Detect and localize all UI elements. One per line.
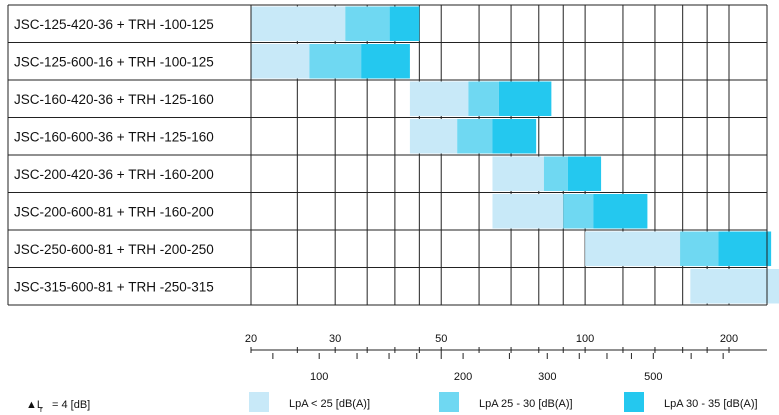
legend-label: LpA 30 - 35 [dB(A)] <box>664 398 758 410</box>
note-subscript: r <box>40 405 43 414</box>
tick-label: 100 <box>310 371 328 383</box>
row-label: JSC-125-420-36 + TRH -100-125 <box>14 17 214 32</box>
bar-segment <box>593 194 648 229</box>
bar-segment <box>345 6 390 41</box>
bar-segment <box>543 156 568 191</box>
row-label: JSC-160-420-36 + TRH -125-160 <box>14 92 214 107</box>
attenuation-note: ▲L r = 4 [dB] <box>26 399 90 414</box>
note-value: = 4 [dB] <box>52 399 90 411</box>
tick-label: 200 <box>454 371 472 383</box>
legend-item: LpA 25 - 30 [dB(A)] <box>439 392 573 412</box>
note-symbol: ▲L <box>26 399 43 411</box>
bar-segment <box>690 269 779 304</box>
bar-segment <box>563 194 594 229</box>
axis-bottom: 100 200 300 500 <box>272 353 724 383</box>
legend-label: LpA < 25 [dB(A)] <box>289 398 370 410</box>
row-labels: JSC-125-420-36 + TRH -100-125 JSC-125-600… <box>14 17 214 295</box>
bar-segment <box>457 119 493 154</box>
row-label: JSC-315-600-81 + TRH -250-315 <box>14 279 214 294</box>
bar-segment <box>409 81 469 116</box>
tick-label: 200 <box>720 333 738 345</box>
row-label: JSC-250-600-81 + TRH -200-250 <box>14 242 214 257</box>
bar-segment <box>492 194 564 229</box>
bar-segment <box>492 119 537 154</box>
bar-segment <box>718 231 772 266</box>
bar-segment <box>567 156 602 191</box>
tick-label: 30 <box>329 333 341 345</box>
row-label: JSC-160-600-36 + TRH -125-160 <box>14 129 214 144</box>
legend-swatch <box>624 392 644 412</box>
bar-segment <box>492 156 544 191</box>
bar-segments <box>251 6 779 304</box>
bar-segment <box>498 81 552 116</box>
row-label: JSC-125-600-16 + TRH -100-125 <box>14 54 214 69</box>
bar-segment <box>309 44 362 79</box>
tick-label: 100 <box>576 333 594 345</box>
bar-segment <box>409 119 458 154</box>
tick-label: 50 <box>435 333 447 345</box>
bar-segment <box>251 6 346 41</box>
legend-label: LpA 25 - 30 [dB(A)] <box>479 398 573 410</box>
bar-segment <box>251 44 310 79</box>
bar-segment <box>361 44 410 79</box>
bar-segment <box>468 81 499 116</box>
table-frame <box>7 4 768 306</box>
axis-top: 20 30 50 100 200 <box>245 333 767 353</box>
tick-label: 500 <box>644 371 662 383</box>
legend-item: LpA 30 - 35 [dB(A)] <box>624 392 758 412</box>
bar-segment <box>680 231 719 266</box>
legend-item: LpA < 25 [dB(A)] <box>249 392 370 412</box>
bar-segment <box>585 231 681 266</box>
bar-segment <box>389 6 420 41</box>
tick-label: 20 <box>245 333 257 345</box>
legend-swatch <box>249 392 269 412</box>
legend-swatch <box>439 392 459 412</box>
tick-label: 300 <box>538 371 556 383</box>
row-label: JSC-200-420-36 + TRH -160-200 <box>14 167 214 182</box>
legend: LpA < 25 [dB(A)] LpA 25 - 30 [dB(A)] LpA 3… <box>249 392 758 412</box>
row-label: JSC-200-600-81 + TRH -160-200 <box>14 204 214 219</box>
